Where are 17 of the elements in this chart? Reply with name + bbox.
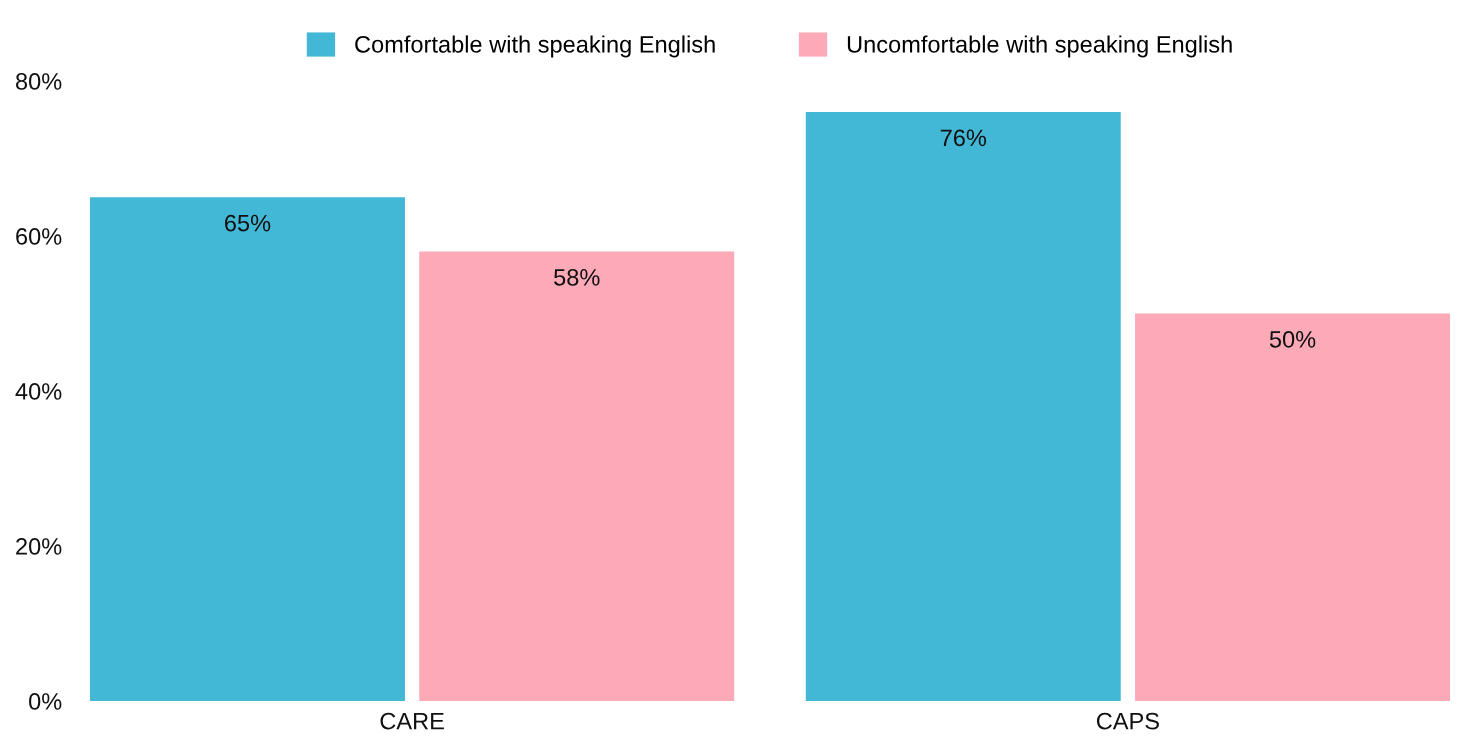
data-label: 50%	[1269, 331, 1316, 348]
x-tick-label: CARE	[380, 712, 444, 730]
data-label: 76%	[940, 129, 987, 147]
y-tick-label: 80%	[15, 73, 62, 90]
bar	[805, 112, 1121, 701]
legend-label: Comfortable with speaking English	[355, 35, 715, 58]
bar	[419, 251, 735, 701]
bar	[90, 197, 405, 701]
data-label: 58%	[554, 269, 600, 286]
y-tick-label: 60%	[16, 228, 62, 245]
y-tick-label: 20%	[16, 538, 62, 555]
y-tick-label: 40%	[15, 383, 62, 400]
bar	[1135, 313, 1450, 701]
legend-label: Uncomfortable with speaking English	[847, 35, 1232, 58]
y-tick-label: 0%	[29, 693, 62, 710]
x-tick-label: CAPS	[1096, 712, 1159, 730]
data-label: 65%	[225, 214, 271, 232]
